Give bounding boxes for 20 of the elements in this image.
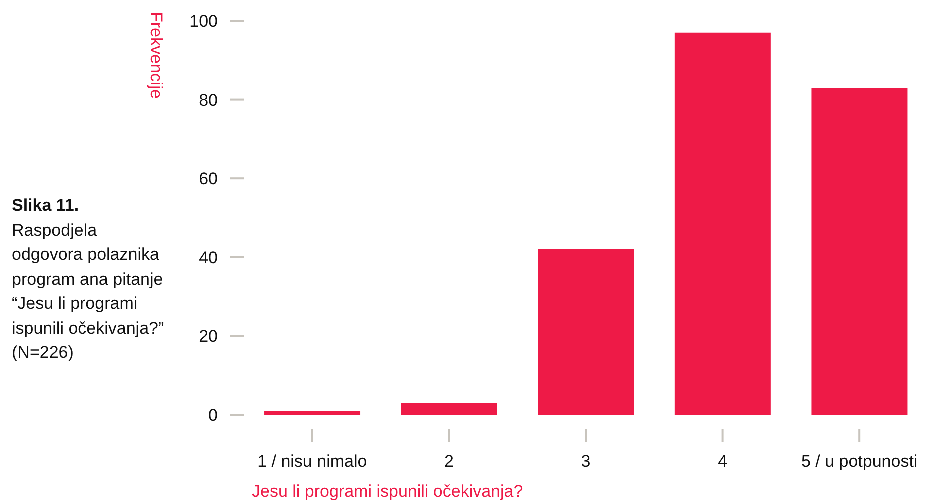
bar [674,32,771,415]
x-tick-label: 3 [581,452,591,471]
text: Raspodjela odgovora polaznika program ana pitanje “Jesu li programi ispunili očekivanja?” (N=226) [12,220,166,364]
bar [538,250,634,415]
y-tick-label: 100 [190,12,218,32]
bar [401,403,498,415]
text: Slika 11. [12,195,80,217]
x-tick-label: 1 / nisu nimalo [258,452,368,471]
bar [812,88,908,415]
x-tick-label: 4 [718,452,728,471]
y-tick-label: 0 [208,406,218,426]
bar [264,411,361,415]
y-tick-label: 60 [199,170,218,189]
y-tick-label: 40 [199,248,218,268]
x-tick-label: 5 / u potpunosti [801,452,918,471]
y-tick-label: 20 [199,327,218,346]
y-axis-title: Frekvencije [146,12,166,99]
y-tick-label: 80 [199,90,218,110]
x-tick-label: 2 [444,452,454,471]
x-axis-title: Jesu li programi ispunili očekivanja? [252,482,524,502]
